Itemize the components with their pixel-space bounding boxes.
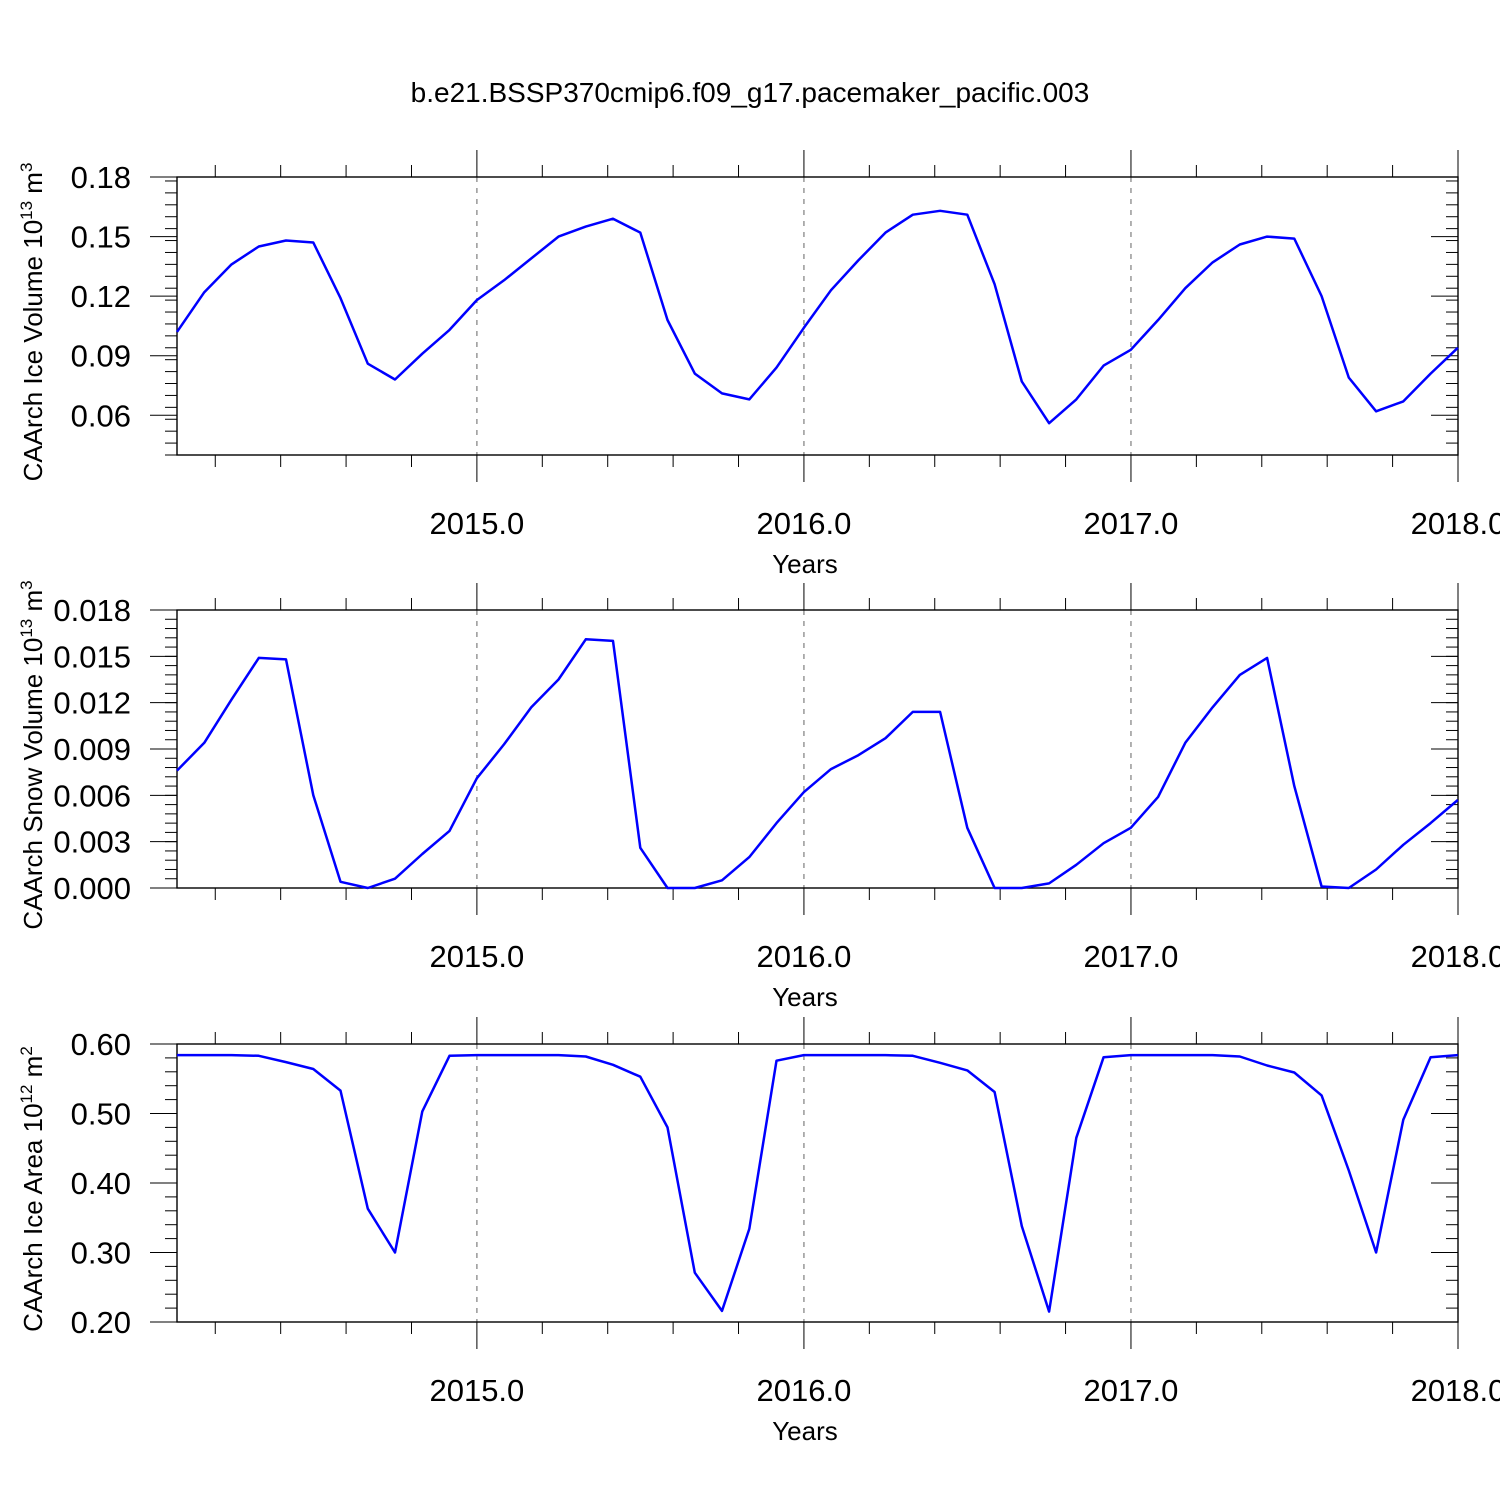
series-line — [175, 209, 1459, 425]
y-tick-label: 0.50 — [71, 1097, 131, 1132]
y-tick-label: 0.006 — [53, 778, 131, 813]
x-tick-label: 2017.0 — [1084, 939, 1179, 974]
y-tick-label: 0.015 — [53, 639, 131, 674]
x-tick-label: 2015.0 — [429, 939, 524, 974]
y-axis-label: CAArch Ice Volume 1013 m3 — [17, 163, 48, 482]
series-line — [177, 1053, 1458, 1313]
chart-title: b.e21.BSSP370cmip6.f09_g17.pacemaker_pac… — [411, 77, 1090, 108]
plot-frame — [176, 176, 1459, 456]
y-axis-label: CAArch Snow Volume 1013 m3 — [17, 580, 48, 929]
x-tick-label: 2015.0 — [429, 506, 524, 541]
y-tick-label: 0.003 — [53, 825, 131, 860]
y-tick-label: 0.000 — [53, 871, 131, 906]
x-tick-label: 2016.0 — [757, 506, 852, 541]
y-tick-label: 0.06 — [71, 398, 131, 433]
x-axis-label: Years — [772, 1416, 838, 1446]
y-tick-label: 0.60 — [71, 1027, 131, 1062]
x-tick-label: 2016.0 — [757, 939, 852, 974]
x-tick-label: 2018.0 — [1411, 1373, 1500, 1408]
y-tick-label: 0.20 — [71, 1305, 131, 1340]
x-tick-label: 2017.0 — [1084, 1373, 1179, 1408]
plot-frame — [176, 609, 1459, 889]
series-line — [176, 638, 1459, 890]
y-tick-label: 0.18 — [71, 160, 131, 195]
y-tick-label: 0.30 — [71, 1236, 131, 1271]
y-tick-label: 0.009 — [53, 732, 131, 767]
y-tick-label: 0.09 — [71, 339, 131, 374]
plot-frame — [176, 1043, 1459, 1323]
x-axis-label: Years — [772, 982, 838, 1012]
y-tick-label: 0.15 — [71, 220, 131, 255]
y-axis-label: CAArch Ice Area 1012 m2 — [17, 1046, 48, 1332]
y-tick-label: 0.012 — [53, 686, 131, 721]
panel-2: 2015.0 2016.0 2017.0 2018.0 0.000 0.003 0.006 0… — [17, 580, 1500, 1012]
y-tick-label: 0.018 — [53, 593, 131, 628]
y-tick-label: 0.40 — [71, 1166, 131, 1201]
x-tick-label: 2016.0 — [757, 1373, 852, 1408]
x-tick-label: 2015.0 — [429, 1373, 524, 1408]
x-tick-label: 2018.0 — [1411, 506, 1500, 541]
panel-3: 2015.0 2016.0 2017.0 2018.0 0.20 0.30 0.40 0.50… — [17, 1017, 1500, 1446]
y-tick-label: 0.12 — [71, 279, 131, 314]
x-tick-label: 2017.0 — [1084, 506, 1179, 541]
x-tick-label: 2018.0 — [1411, 939, 1500, 974]
panel-1: 2015.0 2016.0 2017.0 2018.0 0.06 0.09 0.12 0.15… — [17, 150, 1500, 579]
x-axis-label: Years — [772, 549, 838, 579]
